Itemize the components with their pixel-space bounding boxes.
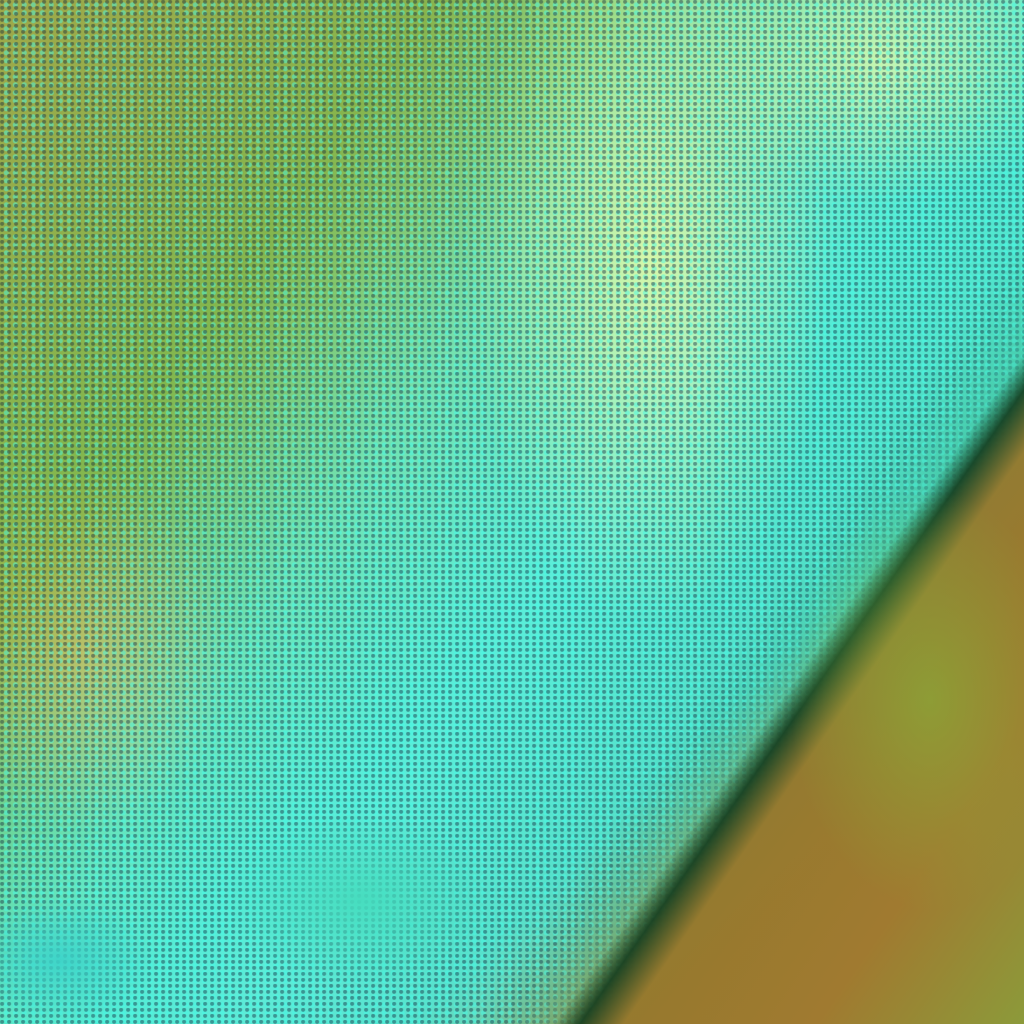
satellite-image [0, 0, 1024, 1024]
land-region [0, 0, 1024, 1024]
